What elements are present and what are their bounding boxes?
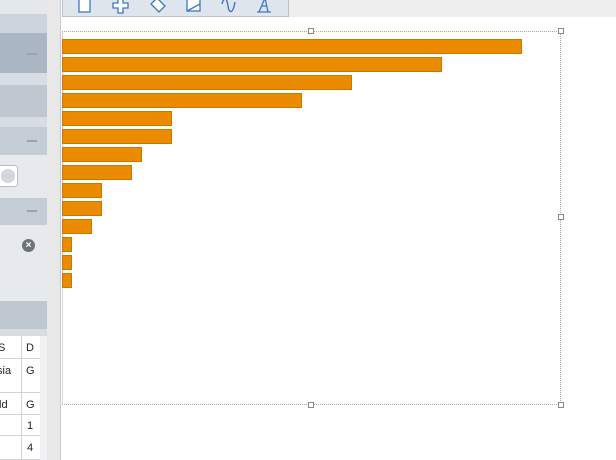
bar-12[interactable] (62, 237, 72, 252)
close-icon[interactable]: × (22, 239, 35, 252)
panel-group-header[interactable] (0, 198, 47, 225)
panel-splitter[interactable] (47, 0, 61, 460)
toolbar-background (289, 0, 616, 17)
bar-8[interactable] (62, 165, 132, 180)
panel-option-row (0, 155, 47, 198)
bar-4[interactable] (62, 93, 302, 108)
table-cell[interactable]: 4 (27, 442, 34, 454)
table-scrollbar[interactable] (40, 336, 47, 460)
data-table: S D sia G ld G 1 4 (0, 336, 40, 460)
bar-13[interactable] (62, 255, 72, 270)
panel-group-header[interactable] (0, 127, 47, 155)
bar-3[interactable] (62, 75, 352, 90)
chart-canvas[interactable] (62, 17, 616, 460)
panel-option-row: × (0, 225, 47, 301)
resize-handle-bottom[interactable] (308, 402, 314, 408)
table-cell[interactable]: G (26, 399, 35, 411)
document-icon[interactable] (75, 0, 95, 14)
table-cell[interactable]: G (26, 365, 35, 377)
panel-section-bar (0, 85, 47, 117)
resize-handle-right[interactable] (558, 214, 564, 220)
toolbar (62, 0, 289, 17)
bar-6[interactable] (62, 129, 172, 144)
bar-11[interactable] (62, 219, 92, 234)
bar-14[interactable] (62, 273, 72, 288)
table-cell[interactable]: ld (0, 399, 8, 411)
bar-2[interactable] (62, 57, 442, 72)
panel-header-strip (0, 0, 47, 14)
collapse-icon[interactable] (27, 53, 37, 55)
add-icon[interactable] (111, 0, 131, 14)
collapse-icon[interactable] (27, 140, 37, 142)
image-icon[interactable] (184, 0, 204, 14)
panel-section-bar (0, 301, 47, 329)
bar-5[interactable] (62, 111, 172, 126)
curve-icon[interactable] (219, 0, 239, 14)
y-axis-line (62, 32, 63, 404)
collapse-icon[interactable] (27, 210, 37, 212)
bar-9[interactable] (62, 183, 102, 198)
text-style-icon[interactable] (255, 0, 275, 14)
table-header-cell[interactable]: S (0, 342, 6, 354)
toggle-switch[interactable] (0, 165, 18, 187)
table-cell[interactable]: sia (0, 365, 12, 377)
edit-icon[interactable] (148, 0, 168, 14)
table-cell[interactable]: 1 (27, 420, 34, 432)
toggle-knob (1, 169, 15, 183)
table-header-cell[interactable]: D (26, 342, 34, 354)
resize-handle-top-right[interactable] (558, 28, 564, 34)
panel-section-bar (0, 14, 47, 33)
properties-panel: × S D sia G ld G 1 4 (0, 0, 47, 460)
bar-10[interactable] (62, 201, 102, 216)
resize-handle-top[interactable] (308, 28, 314, 34)
resize-handle-bottom-right[interactable] (558, 402, 564, 408)
bar-7[interactable] (62, 147, 142, 162)
bar-1[interactable] (62, 39, 522, 54)
panel-group-header[interactable] (0, 33, 47, 73)
